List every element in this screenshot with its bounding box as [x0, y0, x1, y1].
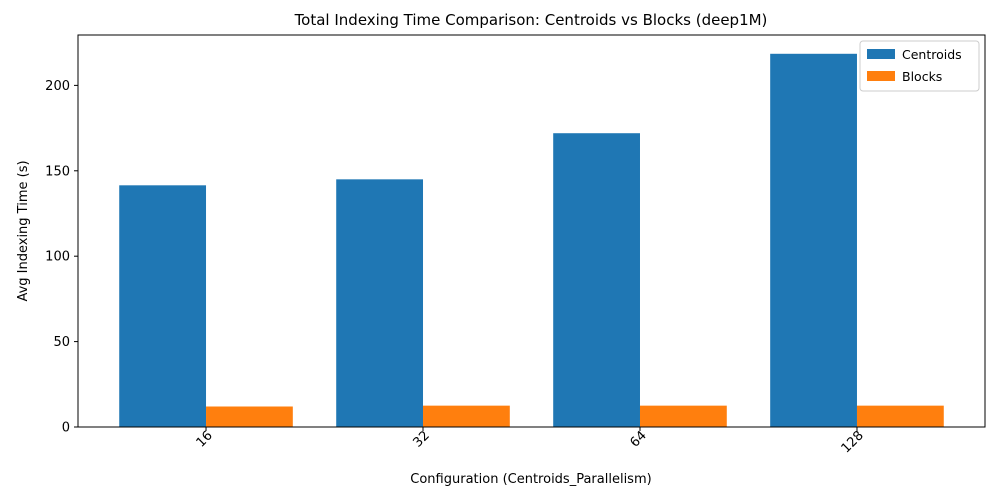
plot-frame	[77, 34, 986, 428]
legend-label-centroids: Centroids	[902, 47, 962, 62]
legend-swatch-centroids	[867, 49, 895, 59]
y-tick-label: 0	[62, 421, 70, 436]
bar-blocks-64	[639, 405, 727, 427]
bar-centroids-32	[336, 179, 424, 427]
bar-blocks-128	[856, 405, 944, 427]
y-tick-label: 150	[45, 164, 70, 179]
y-axis: 0 50 100 150 200	[45, 79, 78, 436]
chart-title: Total Indexing Time Comparison: Centroid…	[294, 11, 768, 29]
x-axis-label: Configuration (Centroids_Parallelism)	[410, 472, 651, 487]
legend-swatch-blocks	[867, 71, 895, 81]
y-tick-label: 200	[45, 79, 70, 94]
bar-centroids-16	[119, 185, 207, 427]
bars-group	[119, 53, 944, 428]
bar-blocks-16	[206, 406, 293, 427]
y-tick-label: 50	[53, 335, 70, 350]
bar-centroids-64	[553, 133, 640, 427]
legend-label-blocks: Blocks	[902, 69, 942, 84]
y-axis-label: Avg Indexing Time (s)	[16, 160, 31, 301]
bar-blocks-32	[423, 405, 510, 427]
legend: Centroids Blocks	[859, 40, 980, 92]
bar-centroids-128	[770, 53, 857, 428]
y-tick-label: 100	[45, 250, 70, 265]
